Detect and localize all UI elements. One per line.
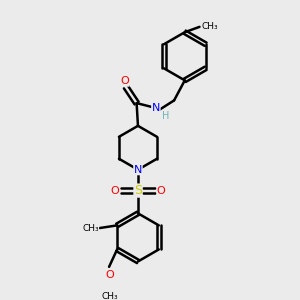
Text: H: H <box>162 112 169 122</box>
Text: CH₃: CH₃ <box>82 224 99 232</box>
Text: O: O <box>105 270 114 280</box>
Text: O: O <box>120 76 129 86</box>
Text: CH₃: CH₃ <box>202 22 218 31</box>
Text: CH₃: CH₃ <box>101 292 118 300</box>
Text: O: O <box>157 186 166 196</box>
Text: N: N <box>152 103 160 113</box>
Text: N: N <box>134 165 142 175</box>
Text: S: S <box>134 184 142 197</box>
Text: O: O <box>110 186 119 196</box>
